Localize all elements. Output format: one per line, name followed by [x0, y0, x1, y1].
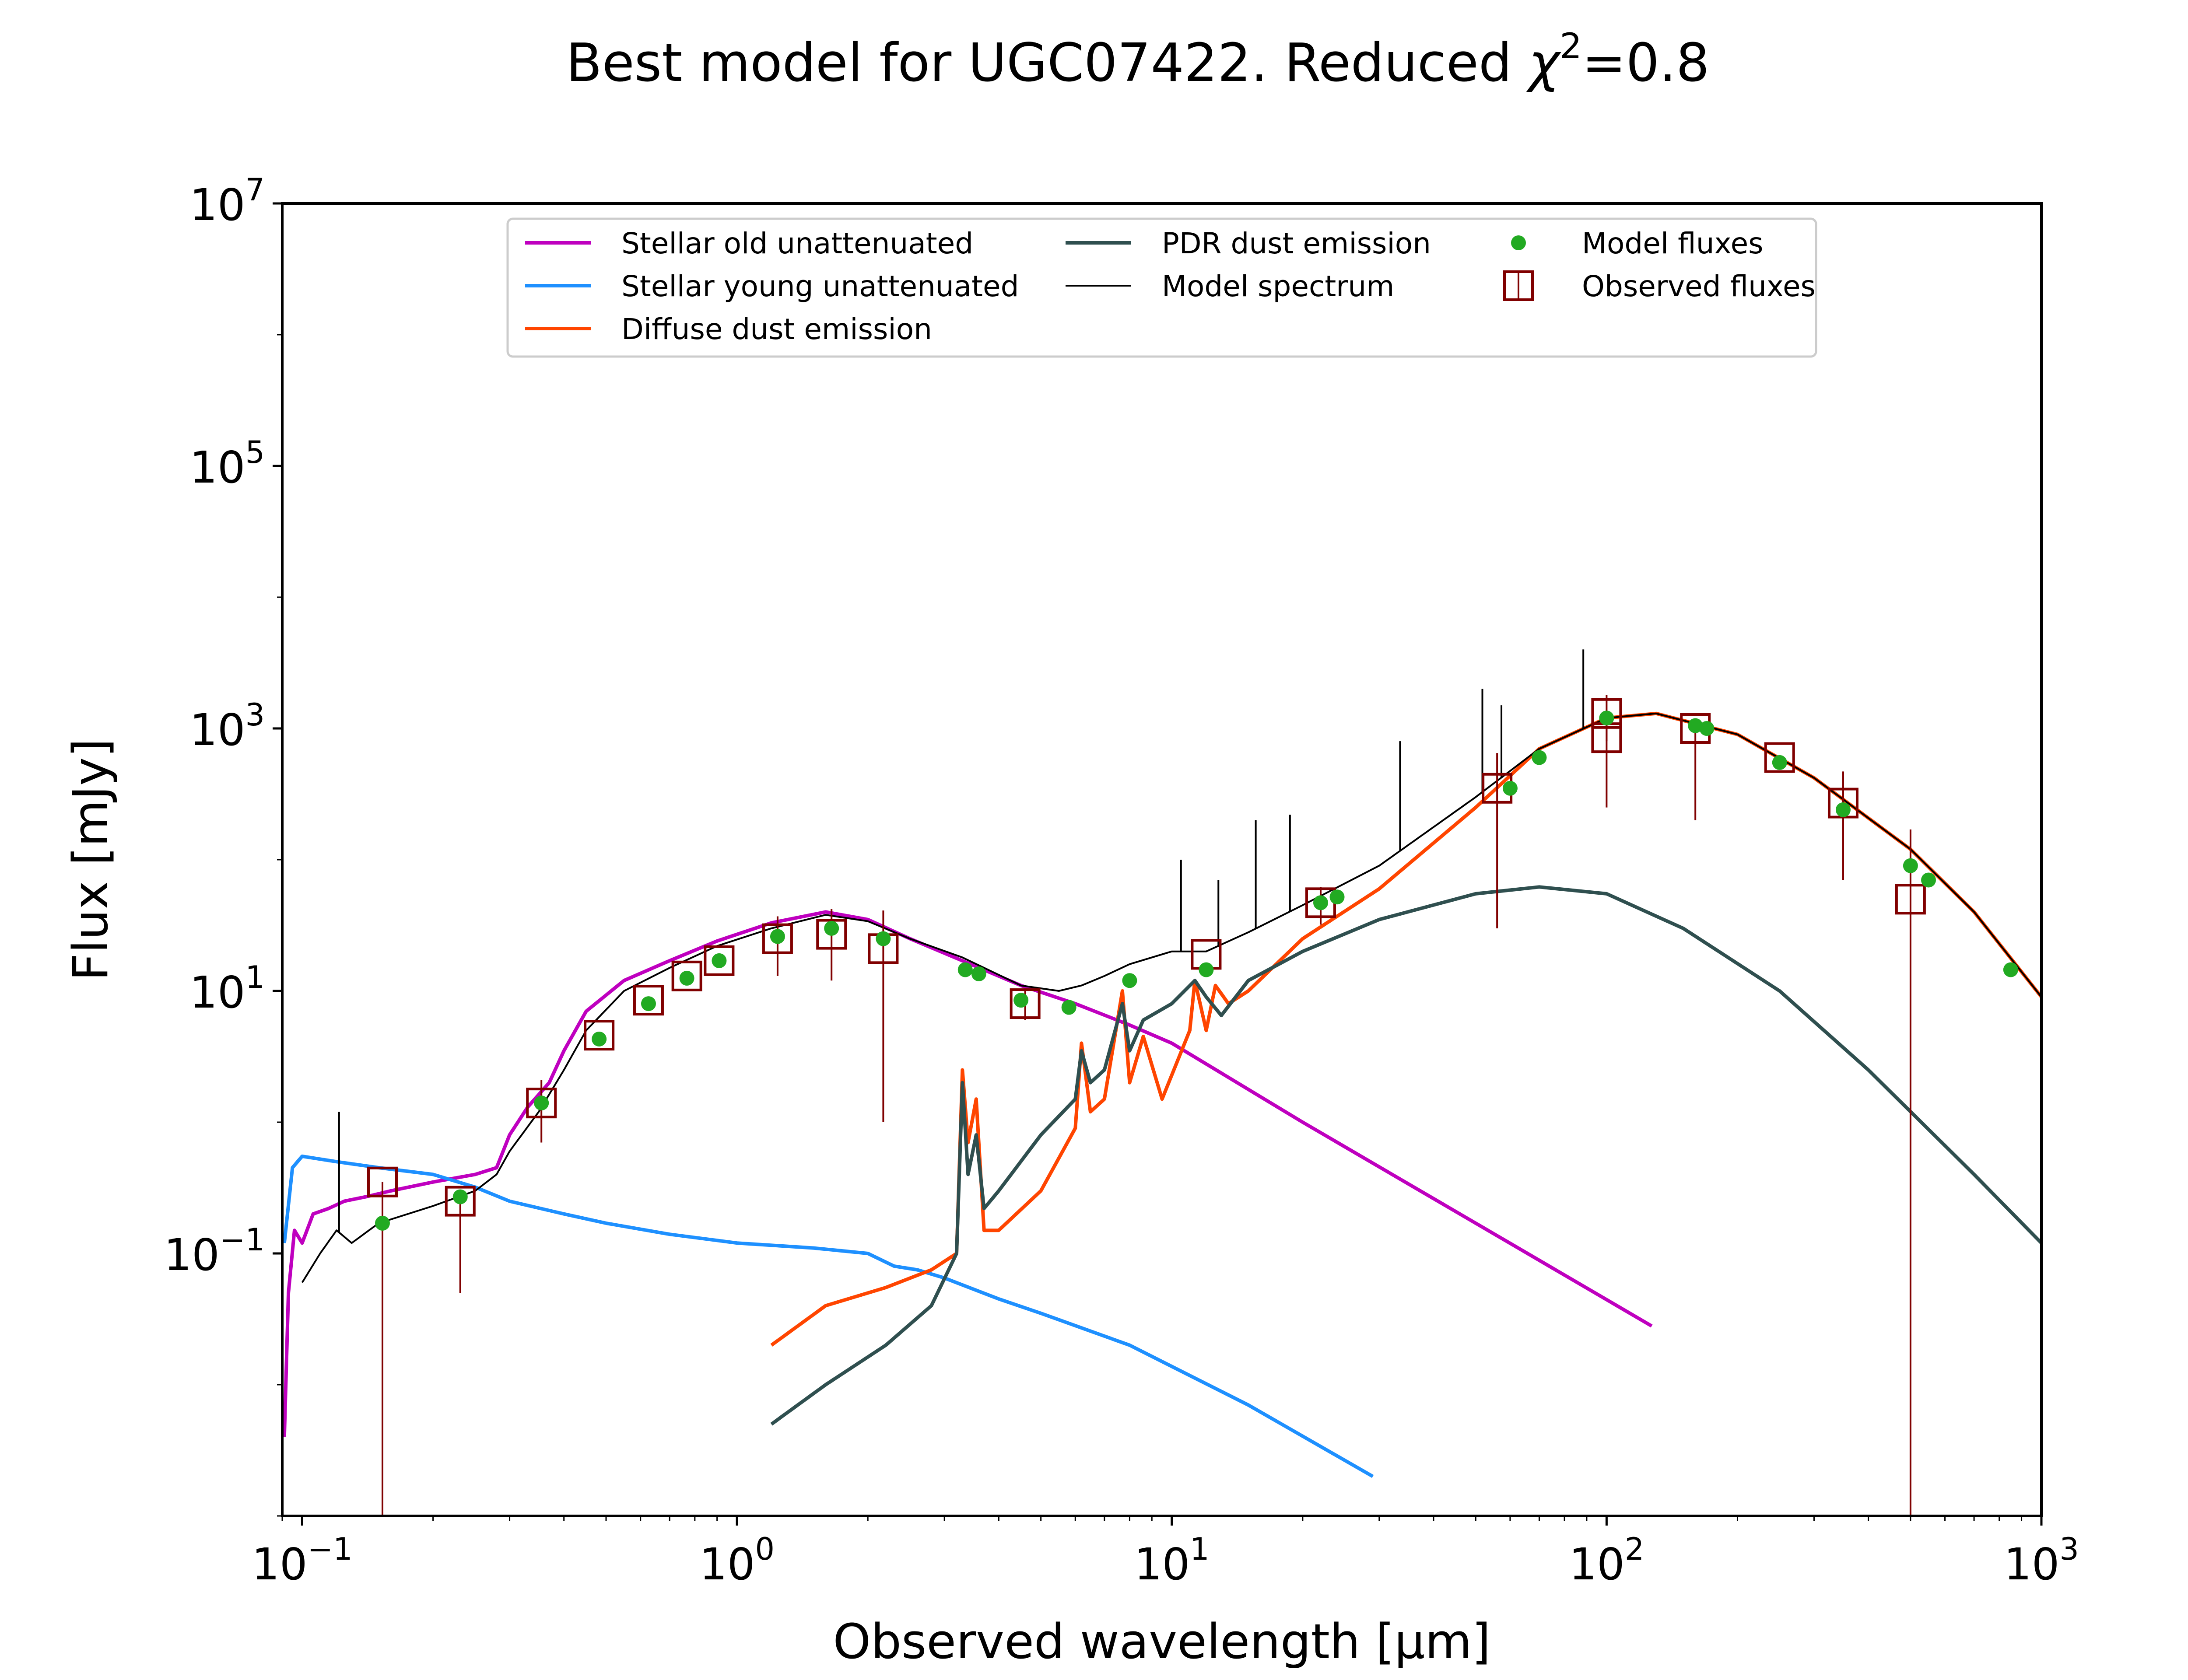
model-flux-point	[1772, 755, 1787, 770]
observed-flux-marker	[584, 1020, 615, 1051]
y-tick-label: 101	[189, 959, 265, 1018]
legend-label: Stellar young unattenuated	[621, 270, 1019, 303]
y-tick-label: 105	[189, 434, 265, 493]
model-flux-point	[1921, 872, 1936, 888]
chart-title: Best model for UGC07422. Reduced χ2=0.8	[566, 26, 1710, 94]
x-axis-label: Observed wavelength [μm]	[833, 1614, 1491, 1670]
model-flux-point	[1903, 858, 1918, 873]
model-flux-point	[1502, 780, 1518, 796]
y-axis-label: Flux [mJy]	[63, 738, 119, 981]
observed-flux-marker	[704, 945, 735, 976]
observed-flux-marker	[1895, 884, 1926, 915]
model-flux-point	[1122, 973, 1137, 988]
chart-title-tail: =0.8	[1582, 33, 1709, 94]
model-flux-point	[712, 953, 727, 968]
x-tick-label: 10−1	[252, 1531, 352, 1590]
model-flux-point	[957, 962, 973, 977]
model-flux-point	[452, 1189, 468, 1204]
x-tick-label: 100	[699, 1531, 775, 1590]
legend-label: Model fluxes	[1582, 227, 1764, 260]
series-line-4	[770, 885, 2041, 1426]
x-tick-label: 102	[1569, 1531, 1644, 1590]
model-flux-point	[1599, 710, 1614, 726]
model-flux-point	[770, 929, 785, 944]
legend: Stellar old unattenuated Stellar young un…	[506, 217, 1817, 358]
observed-flux-marker	[1010, 988, 1041, 1019]
observed-flux-marker	[633, 985, 664, 1016]
model-flux-point	[375, 1215, 390, 1231]
observed-flux-marker	[762, 923, 793, 954]
model-flux-point	[876, 931, 891, 946]
x-tick-label: 103	[2004, 1531, 2079, 1590]
legend-label: Observed fluxes	[1582, 270, 1816, 303]
model-flux-point	[1835, 802, 1851, 817]
model-flux-point	[1061, 1000, 1076, 1015]
x-tick-label: 101	[1134, 1531, 1210, 1590]
chart-title-text: Best model for UGC07422. Reduced	[566, 33, 1529, 94]
legend-box	[506, 217, 1817, 358]
model-flux-point	[1313, 895, 1328, 910]
observed-flux-marker	[671, 960, 702, 991]
model-flux-point	[592, 1031, 607, 1046]
observed-flux-marker	[1764, 742, 1795, 773]
model-flux-point	[1532, 750, 1547, 765]
model-flux-point	[679, 970, 694, 986]
legend-label: Stellar old unattenuated	[621, 227, 973, 260]
y-tick-label: 103	[189, 697, 265, 756]
series-line-2	[282, 1154, 1374, 1478]
chart-title-chi: χ	[1526, 33, 1561, 94]
model-flux-point	[534, 1096, 549, 1111]
legend-swatch-dot	[1511, 235, 1526, 250]
observed-flux-marker	[526, 1088, 557, 1119]
y-tick-label: 107	[189, 172, 265, 231]
model-flux-point	[641, 996, 656, 1012]
legend-label: Diffuse dust emission	[621, 312, 932, 346]
observed-flux-marker	[445, 1186, 476, 1217]
model-flux-point	[1199, 962, 1214, 977]
model-flux-point	[1329, 889, 1345, 905]
model-flux-point	[824, 920, 839, 936]
observed-flux-marker	[816, 919, 847, 950]
plot-area	[282, 649, 2041, 1516]
model-flux-point	[1013, 993, 1029, 1008]
chart-title-exponent: 2	[1560, 26, 1582, 66]
observed-flux-marker	[1591, 698, 1622, 729]
legend-label: PDR dust emission	[1162, 227, 1431, 260]
model-flux-point	[1688, 718, 1703, 733]
y-tick-label: 10−1	[164, 1222, 265, 1281]
axis-ticks: 10−1 100 101 102 103 10−1 101 103 105 107	[164, 172, 2079, 1590]
legend-label: Model spectrum	[1162, 270, 1394, 303]
model-flux-point	[2003, 962, 2018, 977]
model-flux-point	[1699, 721, 1715, 736]
observed-flux-marker	[367, 1166, 398, 1197]
model-flux-point	[971, 966, 986, 981]
